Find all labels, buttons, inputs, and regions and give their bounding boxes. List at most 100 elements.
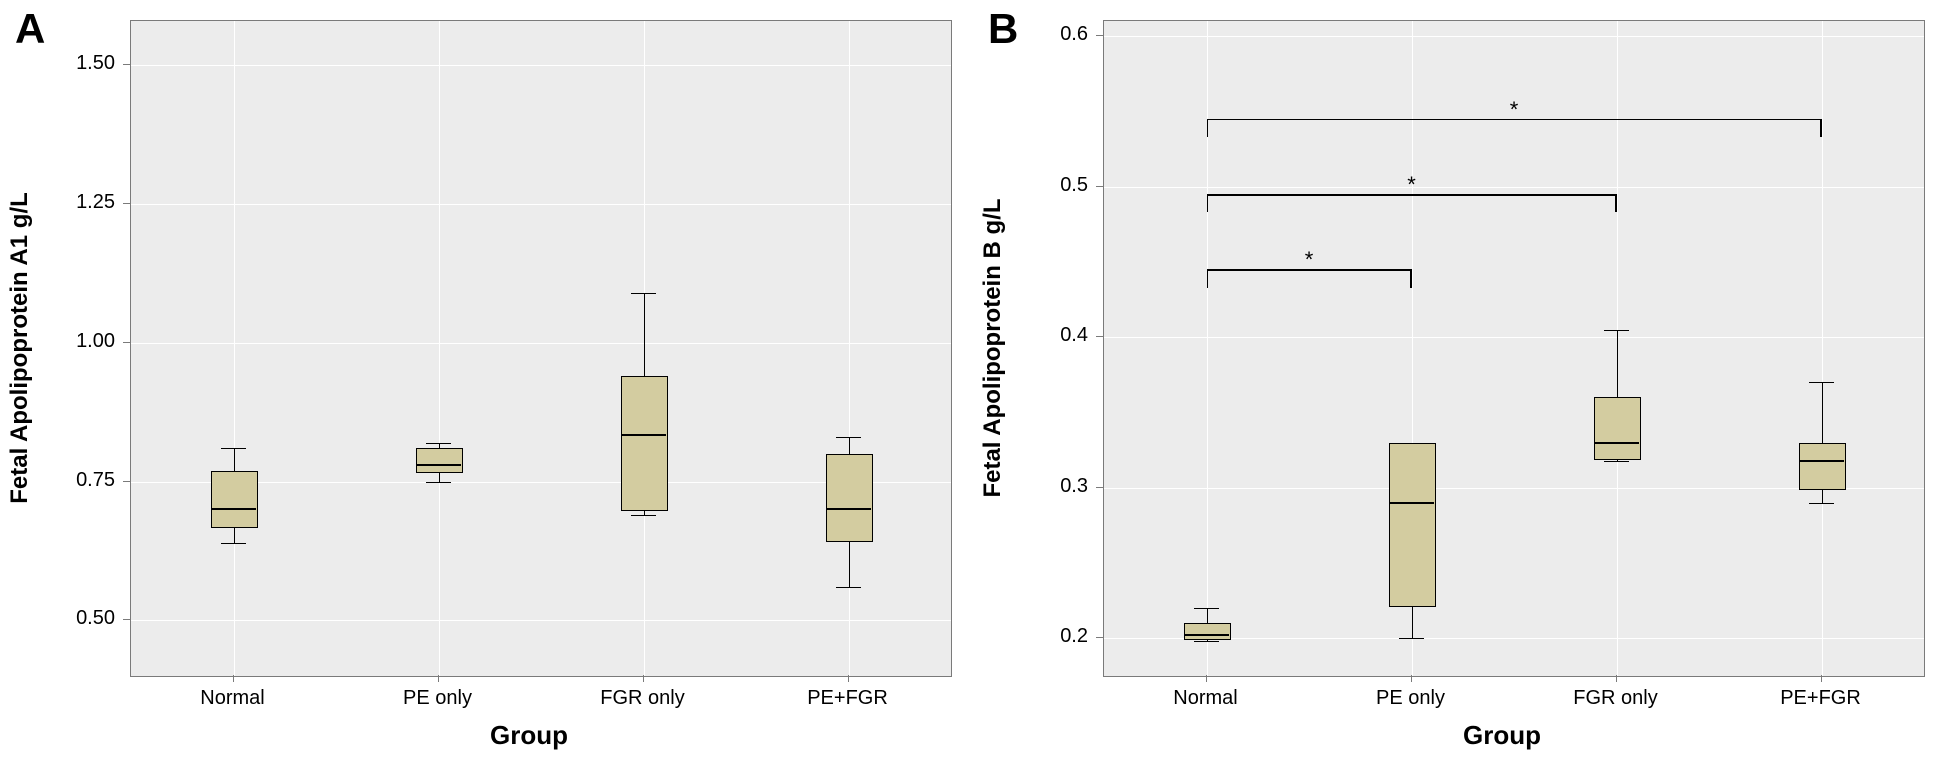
gridline-x — [439, 21, 440, 676]
boxplot-box — [416, 448, 463, 472]
whisker-cap — [631, 515, 656, 516]
whisker — [1617, 330, 1618, 398]
whisker — [1207, 608, 1208, 623]
tick-mark-y — [1096, 35, 1103, 36]
tick-label-y: 0.5 — [1033, 174, 1088, 197]
boxplot-box — [621, 376, 668, 511]
gridline-y — [1104, 187, 1924, 188]
tick-mark-x — [438, 675, 439, 682]
tick-mark-y — [1096, 186, 1103, 187]
tick-label-y: 0.3 — [1033, 475, 1088, 498]
boxplot-box — [1389, 443, 1436, 608]
whisker — [849, 540, 850, 587]
panel-label: B — [988, 5, 1018, 53]
tick-mark-y — [1096, 336, 1103, 337]
tick-mark-y — [1096, 487, 1103, 488]
whisker — [1412, 605, 1413, 638]
significance-bracket — [1207, 269, 1209, 287]
median-line — [826, 508, 871, 510]
significance-bracket — [1615, 194, 1617, 212]
whisker — [1822, 488, 1823, 503]
plot-area: * * * — [1103, 20, 1925, 677]
boxplot-box — [1184, 623, 1231, 640]
whisker-cap — [1809, 503, 1834, 504]
whisker — [234, 448, 235, 470]
plot-area — [130, 20, 952, 677]
boxplot-box — [826, 454, 873, 542]
whisker-cap — [1604, 461, 1629, 462]
significance-bracket — [1207, 119, 1209, 137]
tick-label-x: FGR only — [573, 687, 713, 710]
median-line — [1799, 460, 1844, 462]
y-axis-label: Fetal Apolipoprotein A1 g/L — [6, 192, 34, 504]
whisker-cap — [836, 587, 861, 588]
tick-label-y: 0.4 — [1033, 324, 1088, 347]
median-line — [416, 464, 461, 466]
tick-mark-x — [848, 675, 849, 682]
tick-mark-y — [123, 619, 130, 620]
gridline-y — [131, 343, 951, 344]
significance-bracket — [1410, 269, 1412, 287]
tick-label-x: Normal — [1136, 687, 1276, 710]
whisker-cap — [1194, 641, 1219, 642]
whisker-cap — [1194, 608, 1219, 609]
significance-bracket — [1820, 119, 1822, 137]
tick-mark-x — [1206, 675, 1207, 682]
significance-star: * — [1299, 247, 1319, 273]
gridline-x — [234, 21, 235, 676]
chart-panel: A 0.50 0.75 1.00 1.25 1.50 Normal PE only FGR on… — [0, 0, 973, 777]
median-line — [1594, 442, 1639, 444]
significance-star: * — [1402, 172, 1422, 198]
x-axis-label: Group — [1463, 720, 1541, 751]
tick-mark-y — [123, 203, 130, 204]
tick-label-y: 1.50 — [60, 52, 115, 75]
whisker — [234, 526, 235, 543]
tick-mark-y — [123, 342, 130, 343]
whisker-cap — [631, 293, 656, 294]
whisker-cap — [836, 437, 861, 438]
tick-mark-y — [123, 64, 130, 65]
gridline-y — [131, 204, 951, 205]
panel-label: A — [15, 5, 45, 53]
boxplot-box — [1594, 397, 1641, 459]
whisker-cap — [221, 543, 246, 544]
tick-label-x: PE+FGR — [1751, 687, 1891, 710]
tick-label-x: PE+FGR — [778, 687, 918, 710]
whisker-cap — [1809, 382, 1834, 383]
tick-label-y: 0.2 — [1033, 625, 1088, 648]
median-line — [1389, 502, 1434, 504]
tick-mark-x — [643, 675, 644, 682]
tick-mark-x — [1821, 675, 1822, 682]
significance-star: * — [1504, 97, 1524, 123]
gridline-y — [131, 65, 951, 66]
tick-mark-x — [1411, 675, 1412, 682]
median-line — [1184, 634, 1229, 636]
tick-label-x: PE only — [1341, 687, 1481, 710]
whisker-cap — [426, 482, 451, 483]
median-line — [621, 434, 666, 436]
tick-label-y: 0.50 — [60, 607, 115, 630]
gridline-x — [1822, 21, 1823, 676]
gridline-y — [1104, 337, 1924, 338]
gridline-y — [131, 620, 951, 621]
gridline-y — [1104, 36, 1924, 37]
whisker — [849, 437, 850, 454]
boxplot-box — [1799, 443, 1846, 490]
tick-label-y: 0.75 — [60, 469, 115, 492]
tick-label-y: 1.00 — [60, 330, 115, 353]
x-axis-label: Group — [490, 720, 568, 751]
tick-label-y: 0.6 — [1033, 23, 1088, 46]
significance-bracket — [1207, 194, 1209, 212]
tick-mark-y — [1096, 637, 1103, 638]
whisker — [1822, 382, 1823, 442]
median-line — [211, 508, 256, 510]
tick-label-x: PE only — [368, 687, 508, 710]
tick-label-y: 1.25 — [60, 191, 115, 214]
whisker-cap — [426, 443, 451, 444]
tick-label-x: FGR only — [1546, 687, 1686, 710]
tick-label-x: Normal — [163, 687, 303, 710]
whisker-cap — [1604, 330, 1629, 331]
chart-panel: B * * * 0.2 0.3 0.4 0.5 0.6 Normal PE only FGR only… — [973, 0, 1946, 777]
whisker-cap — [221, 448, 246, 449]
tick-mark-x — [233, 675, 234, 682]
